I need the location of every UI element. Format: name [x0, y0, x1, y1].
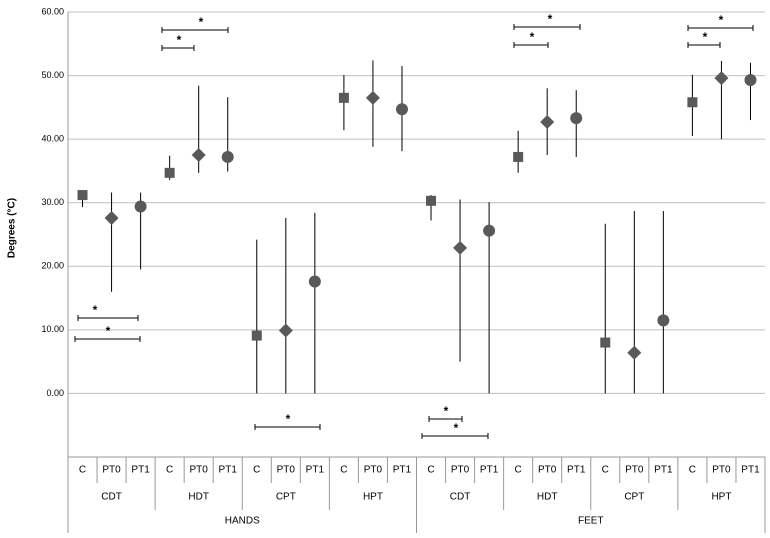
x-tick-label: PT0 — [712, 465, 731, 476]
marker-square — [426, 195, 437, 206]
x-tick-label: PT1 — [306, 465, 325, 476]
x-tick-label: PT1 — [654, 465, 673, 476]
marker-circle — [657, 314, 670, 327]
significance-mark: * — [93, 303, 98, 317]
group-label: HPT — [363, 492, 383, 503]
marker-diamond — [627, 345, 642, 360]
marker-circle — [570, 112, 583, 125]
group-label: CDT — [101, 492, 122, 503]
marker-diamond — [714, 71, 729, 86]
x-tick-label: C — [340, 465, 347, 476]
marker-diamond — [540, 114, 555, 129]
marker-square — [600, 337, 611, 348]
x-tick-label: PT1 — [131, 465, 150, 476]
marker-circle — [134, 200, 147, 213]
y-tick-label: 40.00 — [41, 134, 64, 144]
marker-square — [164, 167, 175, 178]
x-tick-label: PT0 — [102, 465, 121, 476]
significance-mark: * — [286, 412, 291, 426]
x-tick-label: PT1 — [741, 465, 760, 476]
marker-circle — [744, 74, 757, 87]
marker-diamond — [453, 240, 468, 255]
y-tick-label: 10.00 — [41, 324, 64, 334]
significance-mark: * — [548, 12, 553, 26]
x-tick-label: C — [253, 465, 260, 476]
x-tick-label: PT1 — [480, 465, 499, 476]
x-tick-label: C — [602, 465, 609, 476]
marker-circle — [308, 275, 321, 288]
significance-mark: * — [106, 324, 111, 338]
marker-square — [338, 92, 349, 103]
x-tick-label: PT1 — [567, 465, 586, 476]
marker-diamond — [365, 90, 380, 105]
region-label: HANDS — [225, 516, 260, 527]
x-tick-label: C — [515, 465, 522, 476]
group-label: CDT — [450, 492, 471, 503]
significance-mark: * — [199, 15, 204, 29]
marker-diamond — [104, 210, 119, 225]
marker-circle — [221, 150, 234, 163]
group-label: CPT — [624, 492, 644, 503]
y-tick-label: 30.00 — [41, 197, 64, 207]
y-tick-label: 60.00 — [41, 6, 64, 16]
group-label: HDT — [537, 492, 558, 503]
x-tick-label: PT1 — [219, 465, 238, 476]
marker-square — [687, 97, 698, 108]
significance-mark: * — [530, 30, 535, 44]
x-tick-label: PT0 — [364, 465, 383, 476]
group-label: CPT — [276, 492, 296, 503]
significance-mark: * — [177, 33, 182, 47]
significance-mark: * — [444, 404, 449, 418]
y-tick-label: 20.00 — [41, 261, 64, 271]
x-tick-label: PT0 — [277, 465, 296, 476]
y-tick-label: 0.00 — [46, 388, 64, 398]
x-tick-label: C — [79, 465, 86, 476]
significance-mark: * — [703, 30, 708, 44]
x-tick-label: C — [166, 465, 173, 476]
marker-square — [77, 190, 88, 201]
x-tick-label: PT1 — [393, 465, 412, 476]
marker-circle — [483, 224, 496, 237]
marker-diamond — [191, 148, 206, 163]
marker-square — [513, 151, 524, 162]
significance-mark: * — [719, 13, 724, 27]
x-tick-label: PT0 — [625, 465, 644, 476]
x-tick-label: C — [689, 465, 696, 476]
x-tick-label: PT0 — [451, 465, 470, 476]
x-tick-label: C — [427, 465, 434, 476]
y-tick-label: 50.00 — [41, 70, 64, 80]
x-tick-label: PT0 — [538, 465, 557, 476]
marker-diamond — [278, 323, 293, 338]
significance-mark: * — [454, 421, 459, 435]
marker-circle — [395, 103, 408, 116]
group-label: HPT — [711, 492, 731, 503]
marker-square — [251, 330, 262, 341]
region-label: FEET — [578, 516, 604, 527]
y-axis-label: Degrees (°C) — [7, 198, 18, 258]
x-tick-label: PT0 — [190, 465, 209, 476]
group-label: HDT — [188, 492, 209, 503]
